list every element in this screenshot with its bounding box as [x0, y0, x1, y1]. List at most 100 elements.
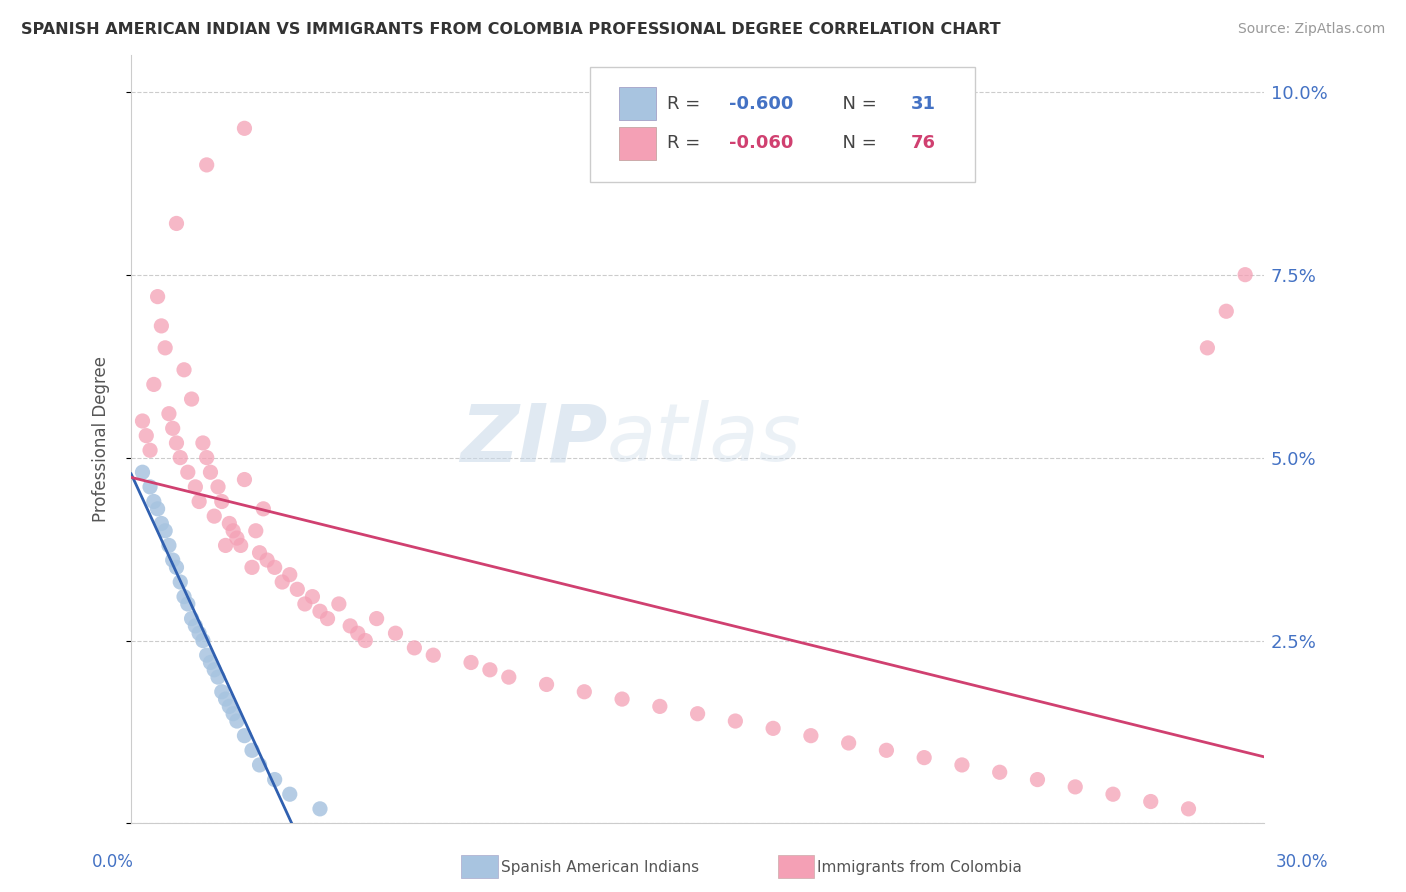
Point [202, 509, 225, 524]
Text: -0.600: -0.600 [730, 95, 794, 112]
Point [800, 729, 823, 743]
Point [278, 567, 301, 582]
Y-axis label: Professional Degree: Professional Degree [93, 356, 110, 523]
Point [762, 722, 785, 736]
Point [225, 531, 247, 545]
Point [285, 582, 308, 597]
Text: Spanish American Indians: Spanish American Indians [501, 860, 699, 874]
Point [166, 216, 188, 230]
Point [146, 290, 169, 304]
Point [240, 743, 263, 757]
Point [346, 626, 368, 640]
Point [912, 750, 935, 764]
Point [218, 516, 240, 531]
Point [354, 633, 377, 648]
FancyBboxPatch shape [591, 67, 976, 182]
Point [184, 480, 207, 494]
Point [366, 611, 388, 625]
Point [249, 546, 271, 560]
Point [252, 501, 274, 516]
Point [309, 604, 332, 618]
Text: -0.060: -0.060 [730, 135, 794, 153]
Point [191, 633, 214, 648]
Point [188, 494, 211, 508]
Text: R =: R = [666, 95, 706, 112]
Point [249, 758, 271, 772]
Point [384, 626, 406, 640]
Point [169, 450, 191, 465]
Point [157, 407, 180, 421]
Point [339, 619, 361, 633]
Point [157, 538, 180, 552]
Point [240, 560, 263, 574]
Point [1197, 341, 1219, 355]
Point [166, 436, 188, 450]
Point [191, 436, 214, 450]
Point [724, 714, 747, 728]
Point [301, 590, 323, 604]
Point [177, 597, 200, 611]
Point [294, 597, 316, 611]
Point [1139, 795, 1161, 809]
Point [180, 392, 202, 406]
Text: N =: N = [831, 135, 883, 153]
Point [131, 414, 153, 428]
Point [222, 524, 245, 538]
Point [153, 524, 176, 538]
Point [162, 421, 184, 435]
Point [229, 538, 252, 552]
Point [195, 648, 218, 663]
Point [153, 341, 176, 355]
Point [222, 706, 245, 721]
Point [211, 685, 233, 699]
FancyBboxPatch shape [620, 127, 655, 161]
Point [610, 692, 633, 706]
Point [328, 597, 350, 611]
Point [838, 736, 860, 750]
Point [574, 685, 596, 699]
Point [1064, 780, 1087, 794]
Point [173, 363, 195, 377]
Point [200, 465, 222, 479]
Point [211, 494, 233, 508]
Text: 31: 31 [911, 95, 935, 112]
Point [536, 677, 558, 691]
Point [195, 450, 218, 465]
Point [271, 574, 294, 589]
Point [422, 648, 444, 663]
Point [200, 656, 222, 670]
Point [460, 656, 482, 670]
Text: R =: R = [666, 135, 706, 153]
Point [184, 619, 207, 633]
Point [142, 494, 165, 508]
Point [309, 802, 332, 816]
Point [146, 501, 169, 516]
Point [233, 729, 256, 743]
Point [478, 663, 501, 677]
Point [139, 480, 162, 494]
Point [875, 743, 897, 757]
Point [278, 787, 301, 801]
Point [131, 465, 153, 479]
Point [214, 692, 236, 706]
Point [233, 121, 256, 136]
FancyBboxPatch shape [620, 87, 655, 120]
Point [169, 574, 191, 589]
Point [188, 626, 211, 640]
Text: 0.0%: 0.0% [91, 853, 134, 871]
Text: ZIP: ZIP [460, 401, 607, 478]
Point [263, 560, 285, 574]
Point [214, 538, 236, 552]
Point [218, 699, 240, 714]
Point [135, 428, 157, 442]
Point [150, 318, 173, 333]
Point [207, 670, 229, 684]
Point [648, 699, 671, 714]
Point [180, 611, 202, 625]
Text: Immigrants from Colombia: Immigrants from Colombia [817, 860, 1022, 874]
Point [1177, 802, 1199, 816]
Point [686, 706, 709, 721]
Text: Source: ZipAtlas.com: Source: ZipAtlas.com [1237, 22, 1385, 37]
Point [202, 663, 225, 677]
Point [950, 758, 973, 772]
